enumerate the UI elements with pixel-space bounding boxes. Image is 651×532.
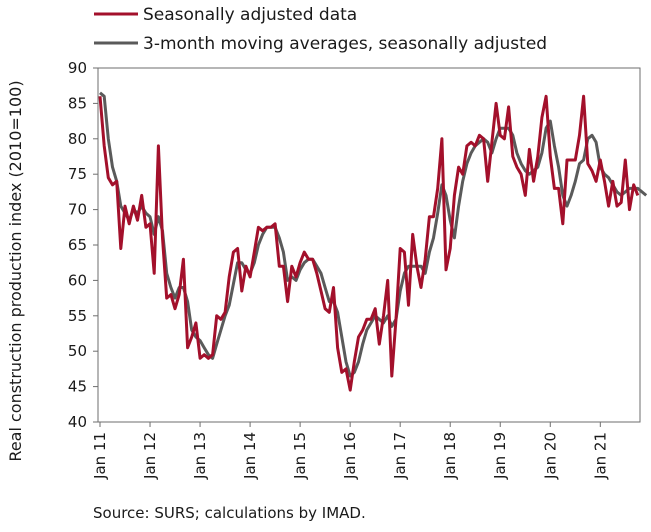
y-tick-label: 50 [68, 342, 87, 360]
legend: Seasonally adjusted data 3-month moving … [94, 5, 547, 54]
x-tick-label: Jan 11 [91, 432, 109, 480]
x-tick-label: Jan 21 [591, 432, 609, 480]
y-tick-label: 70 [68, 201, 87, 219]
legend-label-moving-average: 3-month moving averages, seasonally adju… [143, 34, 547, 54]
series-line-moving-average [99, 91, 648, 378]
y-tick-label: 55 [68, 307, 87, 325]
y-axis-title: Real construction production index (2010… [6, 80, 25, 461]
y-tick-label: 90 [68, 59, 87, 77]
x-axis: Jan 11 Jan 12 Jan 13 Jan 14 Jan 15 Jan 16 Jan … [91, 422, 609, 480]
x-tick-label: Jan 20 [541, 432, 559, 480]
x-tick-label: Jan 14 [241, 432, 259, 480]
legend-label-seasonally-adjusted: Seasonally adjusted data [143, 5, 357, 25]
x-tick-label: Jan 12 [141, 432, 159, 480]
plot-frame [97, 67, 641, 423]
x-tick-label: Jan 13 [191, 432, 209, 480]
y-axis: 40 45 50 55 60 65 70 75 80 85 90 [68, 59, 98, 431]
y-tick-label: 60 [68, 271, 87, 289]
x-tick-label: Jan 19 [491, 432, 509, 480]
source-note: Source: SURS; calculations by IMAD. [93, 504, 366, 522]
y-tick-label: 65 [68, 236, 87, 254]
x-tick-label: Jan 15 [291, 432, 309, 480]
y-tick-label: 45 [68, 378, 87, 396]
plot-area [98, 91, 648, 392]
x-tick-label: Jan 18 [441, 432, 459, 480]
x-tick-label: Jan 17 [391, 432, 409, 480]
x-tick-label: Jan 16 [341, 432, 359, 480]
series-line-seasonally-adjusted [98, 94, 640, 392]
y-tick-label: 75 [68, 165, 87, 183]
y-tick-label: 85 [68, 94, 87, 112]
y-tick-label: 80 [68, 130, 87, 148]
y-tick-label: 40 [68, 413, 87, 431]
